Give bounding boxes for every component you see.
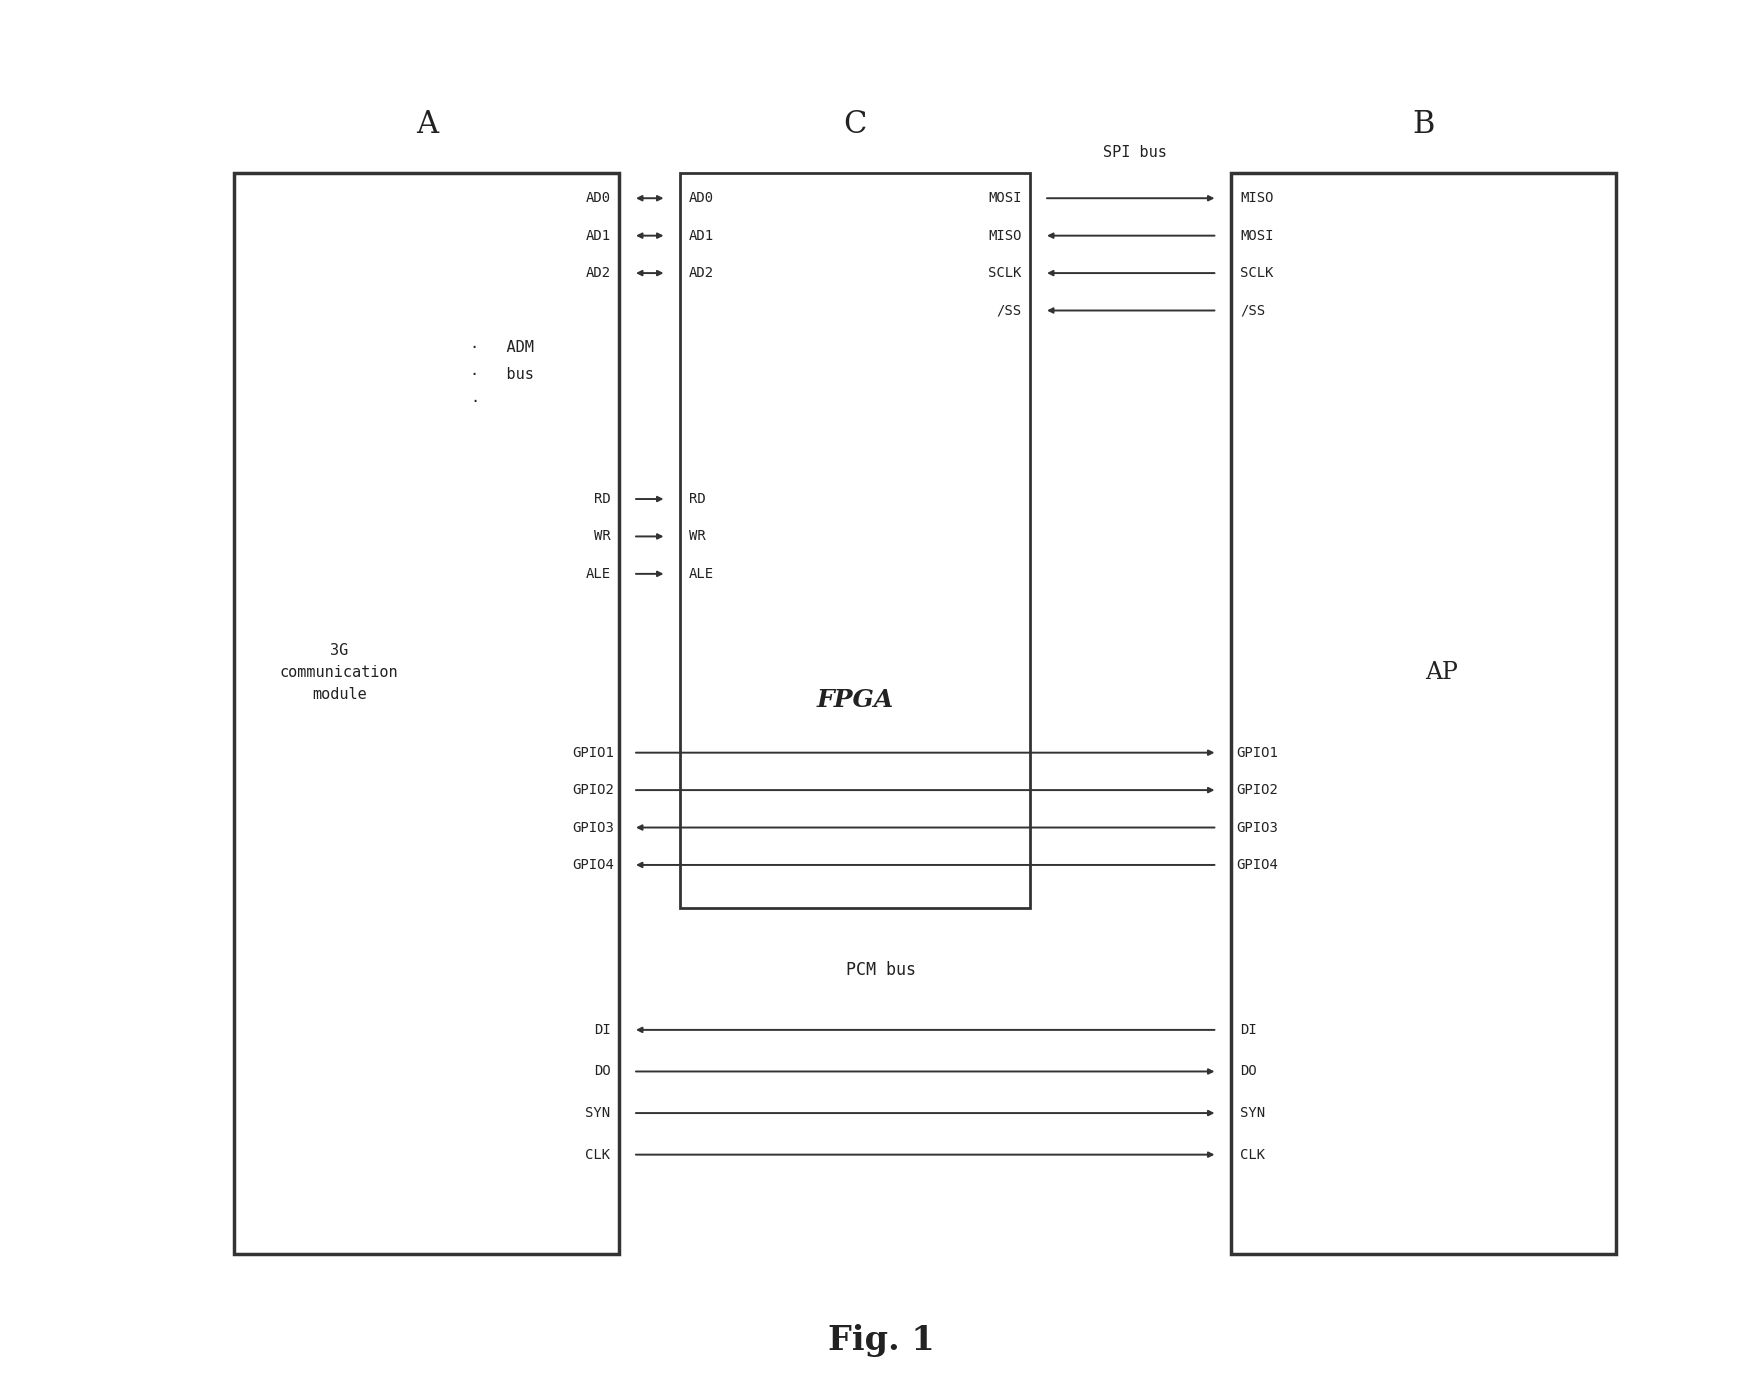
Text: AD0: AD0 (585, 192, 610, 206)
Text: AD1: AD1 (585, 228, 610, 242)
Text: GPIO3: GPIO3 (1236, 820, 1278, 834)
Text: DI: DI (594, 1023, 610, 1037)
Text: 3G
communication
module: 3G communication module (280, 643, 398, 701)
Text: /SS: /SS (996, 304, 1021, 318)
Text: WR: WR (689, 529, 705, 543)
Text: CLK: CLK (585, 1148, 610, 1162)
Text: ALE: ALE (689, 567, 714, 581)
Bar (234, 174, 619, 1254)
Text: MISO: MISO (987, 228, 1021, 242)
Text: WR: WR (594, 529, 610, 543)
Text: SPI bus: SPI bus (1104, 146, 1167, 160)
Text: GPIO1: GPIO1 (571, 746, 614, 760)
Text: DI: DI (1239, 1023, 1257, 1037)
Text: C: C (843, 109, 867, 140)
Text: A: A (416, 109, 437, 140)
Bar (681, 174, 1030, 909)
Text: SYN: SYN (585, 1106, 610, 1120)
Text: MOSI: MOSI (1239, 228, 1273, 242)
Text: SCLK: SCLK (1239, 266, 1273, 280)
Text: CLK: CLK (1239, 1148, 1266, 1162)
Text: GPIO4: GPIO4 (571, 858, 614, 872)
Text: DO: DO (1239, 1064, 1257, 1078)
Text: AD1: AD1 (689, 228, 714, 242)
Text: GPIO2: GPIO2 (571, 783, 614, 797)
Text: AP: AP (1425, 661, 1458, 683)
Text: GPIO2: GPIO2 (1236, 783, 1278, 797)
Text: SCLK: SCLK (987, 266, 1021, 280)
Text: B: B (1412, 109, 1435, 140)
Text: AD2: AD2 (585, 266, 610, 280)
Text: Fig. 1: Fig. 1 (829, 1324, 934, 1357)
Text: /SS: /SS (1239, 304, 1266, 318)
Text: GPIO1: GPIO1 (1236, 746, 1278, 760)
Bar (1231, 174, 1617, 1254)
Text: MOSI: MOSI (987, 192, 1021, 206)
Text: RD: RD (594, 491, 610, 505)
Text: ·   ADM
·   bus
·: · ADM · bus · (471, 340, 534, 409)
Text: PCM bus: PCM bus (846, 962, 917, 979)
Text: GPIO3: GPIO3 (571, 820, 614, 834)
Text: AD0: AD0 (689, 192, 714, 206)
Text: MISO: MISO (1239, 192, 1273, 206)
Text: SYN: SYN (1239, 1106, 1266, 1120)
Text: ALE: ALE (585, 567, 610, 581)
Text: FPGA: FPGA (816, 687, 894, 713)
Text: DO: DO (594, 1064, 610, 1078)
Text: AD2: AD2 (689, 266, 714, 280)
Text: GPIO4: GPIO4 (1236, 858, 1278, 872)
Text: RD: RD (689, 491, 705, 505)
